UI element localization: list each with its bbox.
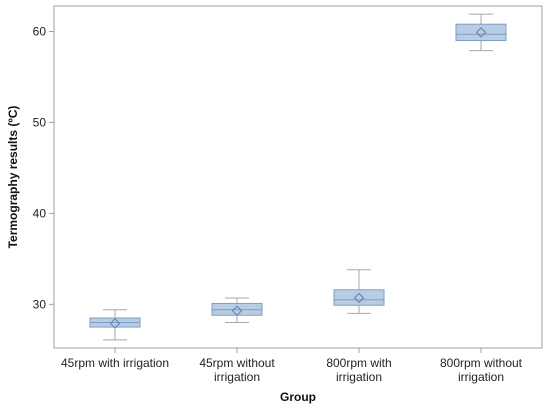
boxes-layer bbox=[89, 13, 507, 341]
box-group-2 bbox=[211, 297, 263, 324]
plot-area-frame bbox=[53, 5, 543, 349]
box bbox=[333, 289, 385, 306]
x-tick-label: irrigation bbox=[214, 370, 260, 384]
y-tick-label: 40 bbox=[33, 206, 47, 220]
x-tick-label: 45rpm without bbox=[199, 356, 275, 370]
x-tick-label: irrigation bbox=[458, 370, 504, 384]
y-tick-label: 60 bbox=[33, 24, 47, 38]
box-group-1 bbox=[89, 309, 141, 341]
y-axis-ticks: 30 40 50 60 bbox=[33, 24, 54, 311]
mean-marker bbox=[475, 27, 487, 38]
y-tick-label: 50 bbox=[33, 115, 47, 129]
mean-marker bbox=[109, 318, 121, 329]
y-tick-label: 30 bbox=[33, 297, 47, 311]
box-group-3 bbox=[333, 269, 385, 314]
x-tick-label: 800rpm with bbox=[326, 356, 391, 370]
mean-marker bbox=[353, 292, 365, 304]
box bbox=[455, 23, 507, 42]
x-tick-label: 800rpm without bbox=[440, 356, 523, 370]
x-axis-title: Group bbox=[280, 390, 316, 404]
x-tick-label: 45rpm with irrigation bbox=[61, 356, 169, 370]
x-axis-ticks: 45rpm with irrigation 45rpm withoutirriga… bbox=[61, 348, 523, 384]
x-tick-label: irrigation bbox=[336, 370, 382, 384]
mean-marker bbox=[231, 305, 243, 316]
box-group-4 bbox=[455, 13, 507, 52]
y-axis-title: Termography results (ºC) bbox=[6, 106, 20, 249]
